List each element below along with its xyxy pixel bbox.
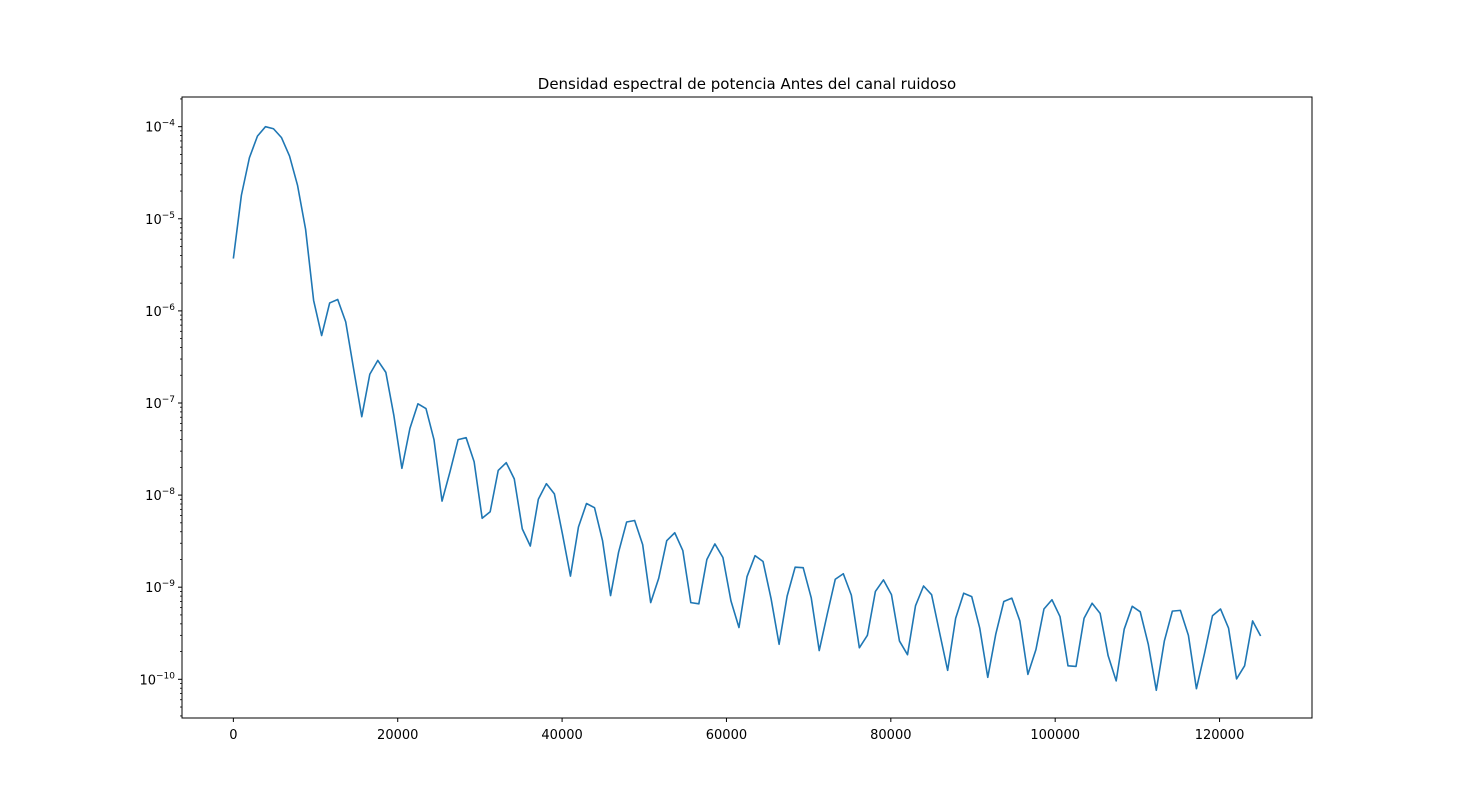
y-tick-label: 10−6	[145, 303, 175, 320]
y-axis: 10−10 10−9 10−8 10−7 10−6 10−5 10−4	[139, 98, 182, 717]
y-tick-label: 10−8	[145, 487, 175, 504]
y-tick-label: 10−5	[145, 211, 175, 228]
plot-area	[232, 125, 1262, 692]
chart-title: Densidad espectral de potencia Antes del…	[538, 75, 956, 93]
y-tick-label: 10−4	[145, 119, 175, 136]
x-tick-label: 0	[229, 728, 237, 743]
x-tick-label: 120000	[1195, 728, 1245, 743]
y-tick-label: 10−7	[145, 395, 175, 412]
x-tick-label: 100000	[1030, 728, 1080, 743]
y-tick-label: 10−9	[145, 579, 175, 596]
series-line-0	[232, 125, 1262, 692]
x-tick-label: 80000	[870, 728, 911, 743]
y-tick-label: 10−10	[139, 671, 175, 688]
x-tick-label: 20000	[377, 728, 418, 743]
x-tick-label: 60000	[706, 728, 747, 743]
x-tick-label: 40000	[541, 728, 582, 743]
x-axis: 0 20000 40000 60000 80000 100000 120000	[229, 718, 1244, 743]
